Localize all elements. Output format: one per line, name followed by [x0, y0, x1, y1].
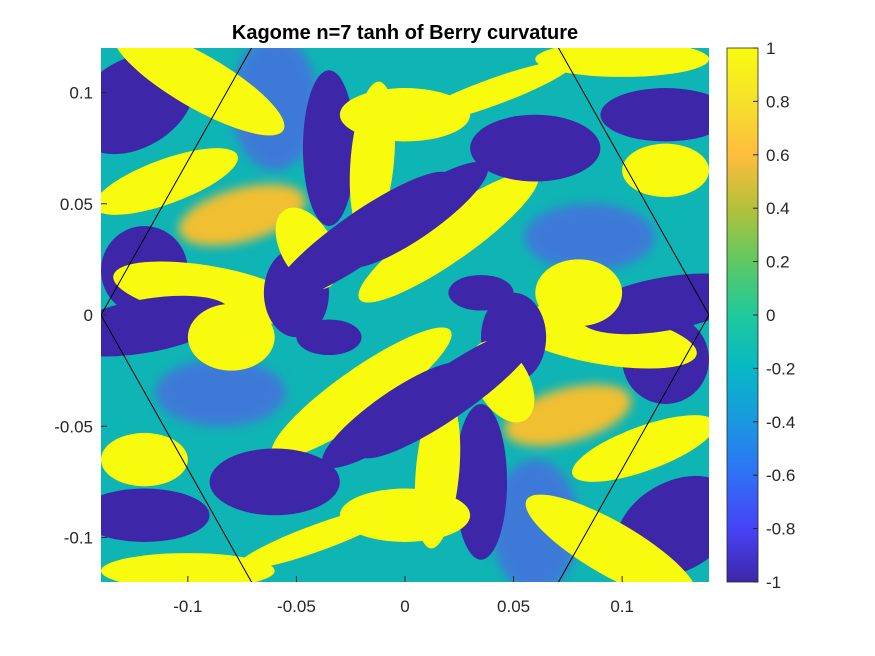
colorbar-tick-label: -0.4: [766, 413, 795, 432]
colorbar-tick-label: 0.2: [766, 253, 790, 272]
chart-title: Kagome n=7 tanh of Berry curvature: [232, 22, 578, 44]
x-tick-label: -0.05: [277, 597, 316, 616]
y-tick-label: 0: [84, 306, 93, 325]
x-tick-label: -0.1: [173, 597, 202, 616]
y-tick-label: 0.1: [69, 84, 93, 103]
heatmap-field: [101, 48, 709, 582]
colorbar-tick-label: -0.6: [766, 466, 795, 485]
y-tick-label: -0.1: [64, 529, 93, 548]
colorbar-tick-label: 0.8: [766, 92, 790, 111]
colorbar-tick-label: -1: [766, 573, 781, 592]
x-axis-ticks: -0.1 -0.05 0 0.05 0.1: [173, 576, 634, 616]
heatmap-plot-area: [101, 48, 709, 582]
colorbar: 1 0.8 0.6 0.4 0.2 0 -0.2 -0.4 -0.6 -0.8 -1: [726, 39, 795, 592]
colorbar-ticks: 1 0.8 0.6 0.4 0.2 0 -0.2 -0.4 -0.6 -0.8 -1: [753, 39, 795, 592]
x-tick-label: 0.05: [497, 597, 530, 616]
colorbar-tick-label: 1: [766, 39, 775, 58]
colorbar-tick-label: -0.2: [766, 359, 795, 378]
y-tick-label: -0.05: [54, 417, 93, 436]
y-axis-ticks: 0.1 0.05 0 -0.05 -0.1: [54, 84, 107, 548]
x-tick-label: 0: [400, 597, 409, 616]
colorbar-tick-label: 0.6: [766, 146, 790, 165]
colorbar-tick-label: 0: [766, 306, 775, 325]
colorbar-tick-label: 0.4: [766, 199, 790, 218]
colorbar-tick-label: -0.8: [766, 520, 795, 539]
y-tick-label: 0.05: [60, 195, 93, 214]
colorbar-scale: [726, 47, 759, 583]
x-tick-label: 0.1: [610, 597, 634, 616]
